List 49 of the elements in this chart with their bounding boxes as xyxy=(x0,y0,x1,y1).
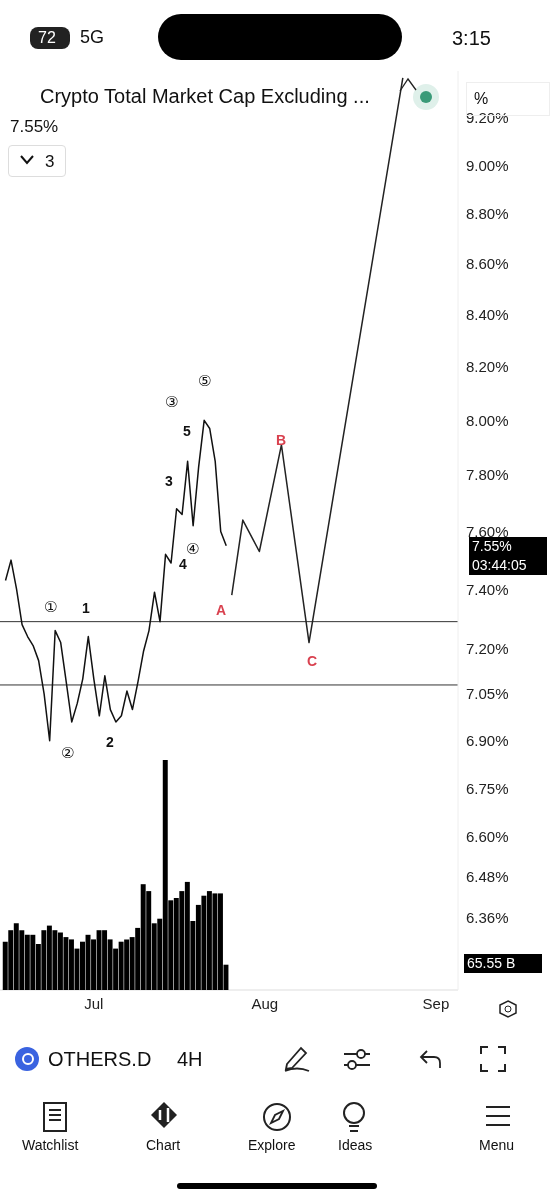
y-tick-label: 8.60% xyxy=(466,255,509,272)
annotation: ⑤ xyxy=(198,372,212,390)
annotation: A xyxy=(216,602,227,619)
text: 03:44:05 xyxy=(469,556,547,575)
y-tick-label: 6.75% xyxy=(466,779,509,797)
text: 4H xyxy=(177,1047,203,1071)
annotation: ② xyxy=(61,744,75,762)
text: OTHERS.D xyxy=(48,1047,152,1071)
annotation: 3 xyxy=(165,473,173,490)
annotation: 1 xyxy=(82,600,90,617)
text: 7.55% xyxy=(469,537,547,556)
y-tick-label: 6.48% xyxy=(466,868,509,886)
annotation: B xyxy=(276,432,287,449)
y-tick-label: 7.60% xyxy=(466,522,509,540)
text: 65.55 B xyxy=(464,954,542,973)
y-tick-label: 8.40% xyxy=(466,305,509,323)
y-tick-label: 8.80% xyxy=(466,205,509,223)
text: Ideas xyxy=(338,1137,373,1154)
text: 7.55% xyxy=(10,117,59,137)
text: % xyxy=(474,89,489,109)
y-tick-label: 8.00% xyxy=(466,411,509,429)
annotation: ③ xyxy=(165,393,179,411)
text: Menu xyxy=(479,1137,515,1154)
y-tick-label: 7.80% xyxy=(466,466,509,484)
text: Explore xyxy=(248,1137,296,1154)
annotation: ① xyxy=(44,598,58,616)
x-tick-label: Aug xyxy=(251,994,279,1012)
y-tick-label: 7.20% xyxy=(466,639,509,657)
y-tick-label: 6.90% xyxy=(466,732,509,750)
text: Watchlist xyxy=(22,1137,79,1154)
annotation: 5 xyxy=(183,423,191,440)
x-tick-label: Jul xyxy=(84,994,104,1012)
annotation: 3 xyxy=(45,152,55,173)
text: Crypto Total Market Cap Excluding ... xyxy=(40,85,370,108)
text: 72 xyxy=(38,28,56,48)
x-tick-label: Sep xyxy=(422,994,450,1012)
y-tick-label: 8.20% xyxy=(466,358,509,376)
text: 3:15 xyxy=(452,26,491,50)
text: Chart xyxy=(146,1137,181,1154)
annotation: C xyxy=(307,653,318,670)
y-tick-label: 7.40% xyxy=(466,580,509,598)
y-tick-label: 9.00% xyxy=(466,156,509,174)
annotation: ④ xyxy=(186,540,200,558)
y-tick-label: 7.05% xyxy=(466,685,509,703)
y-tick-label: 6.36% xyxy=(466,908,509,926)
text: 5G xyxy=(80,27,105,49)
y-tick-label: 6.60% xyxy=(466,828,509,846)
annotation: 2 xyxy=(106,734,114,751)
annotation: 4 xyxy=(179,556,187,573)
